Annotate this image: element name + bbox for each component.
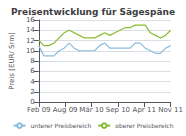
svg-text:4: 4 [30,78,35,86]
svg-text:Mär 10: Mär 10 [79,106,103,114]
svg-text:Feb 09: Feb 09 [27,106,51,114]
svg-text:0: 0 [30,98,35,106]
svg-text:10: 10 [26,47,35,55]
svg-text:6: 6 [30,67,35,75]
svg-text:Aug 09: Aug 09 [53,106,78,114]
svg-text:unterer Preisbereich: unterer Preisbereich [31,122,92,129]
svg-text:Apr 11: Apr 11 [133,106,156,114]
svg-text:2: 2 [30,88,34,96]
svg-text:16: 16 [26,16,35,24]
svg-text:Preis [EUR/ Srm]: Preis [EUR/ Srm] [8,32,16,90]
svg-text:Preisentwicklung für Sägespäne: Preisentwicklung für Sägespäne [11,7,175,17]
svg-text:Sep 10: Sep 10 [106,106,130,114]
svg-text:8: 8 [30,57,34,65]
svg-text:oberer Preisbereich: oberer Preisbereich [115,122,173,129]
svg-text:14: 14 [26,26,35,34]
svg-text:Nov 11: Nov 11 [158,106,183,114]
svg-text:12: 12 [26,37,35,45]
